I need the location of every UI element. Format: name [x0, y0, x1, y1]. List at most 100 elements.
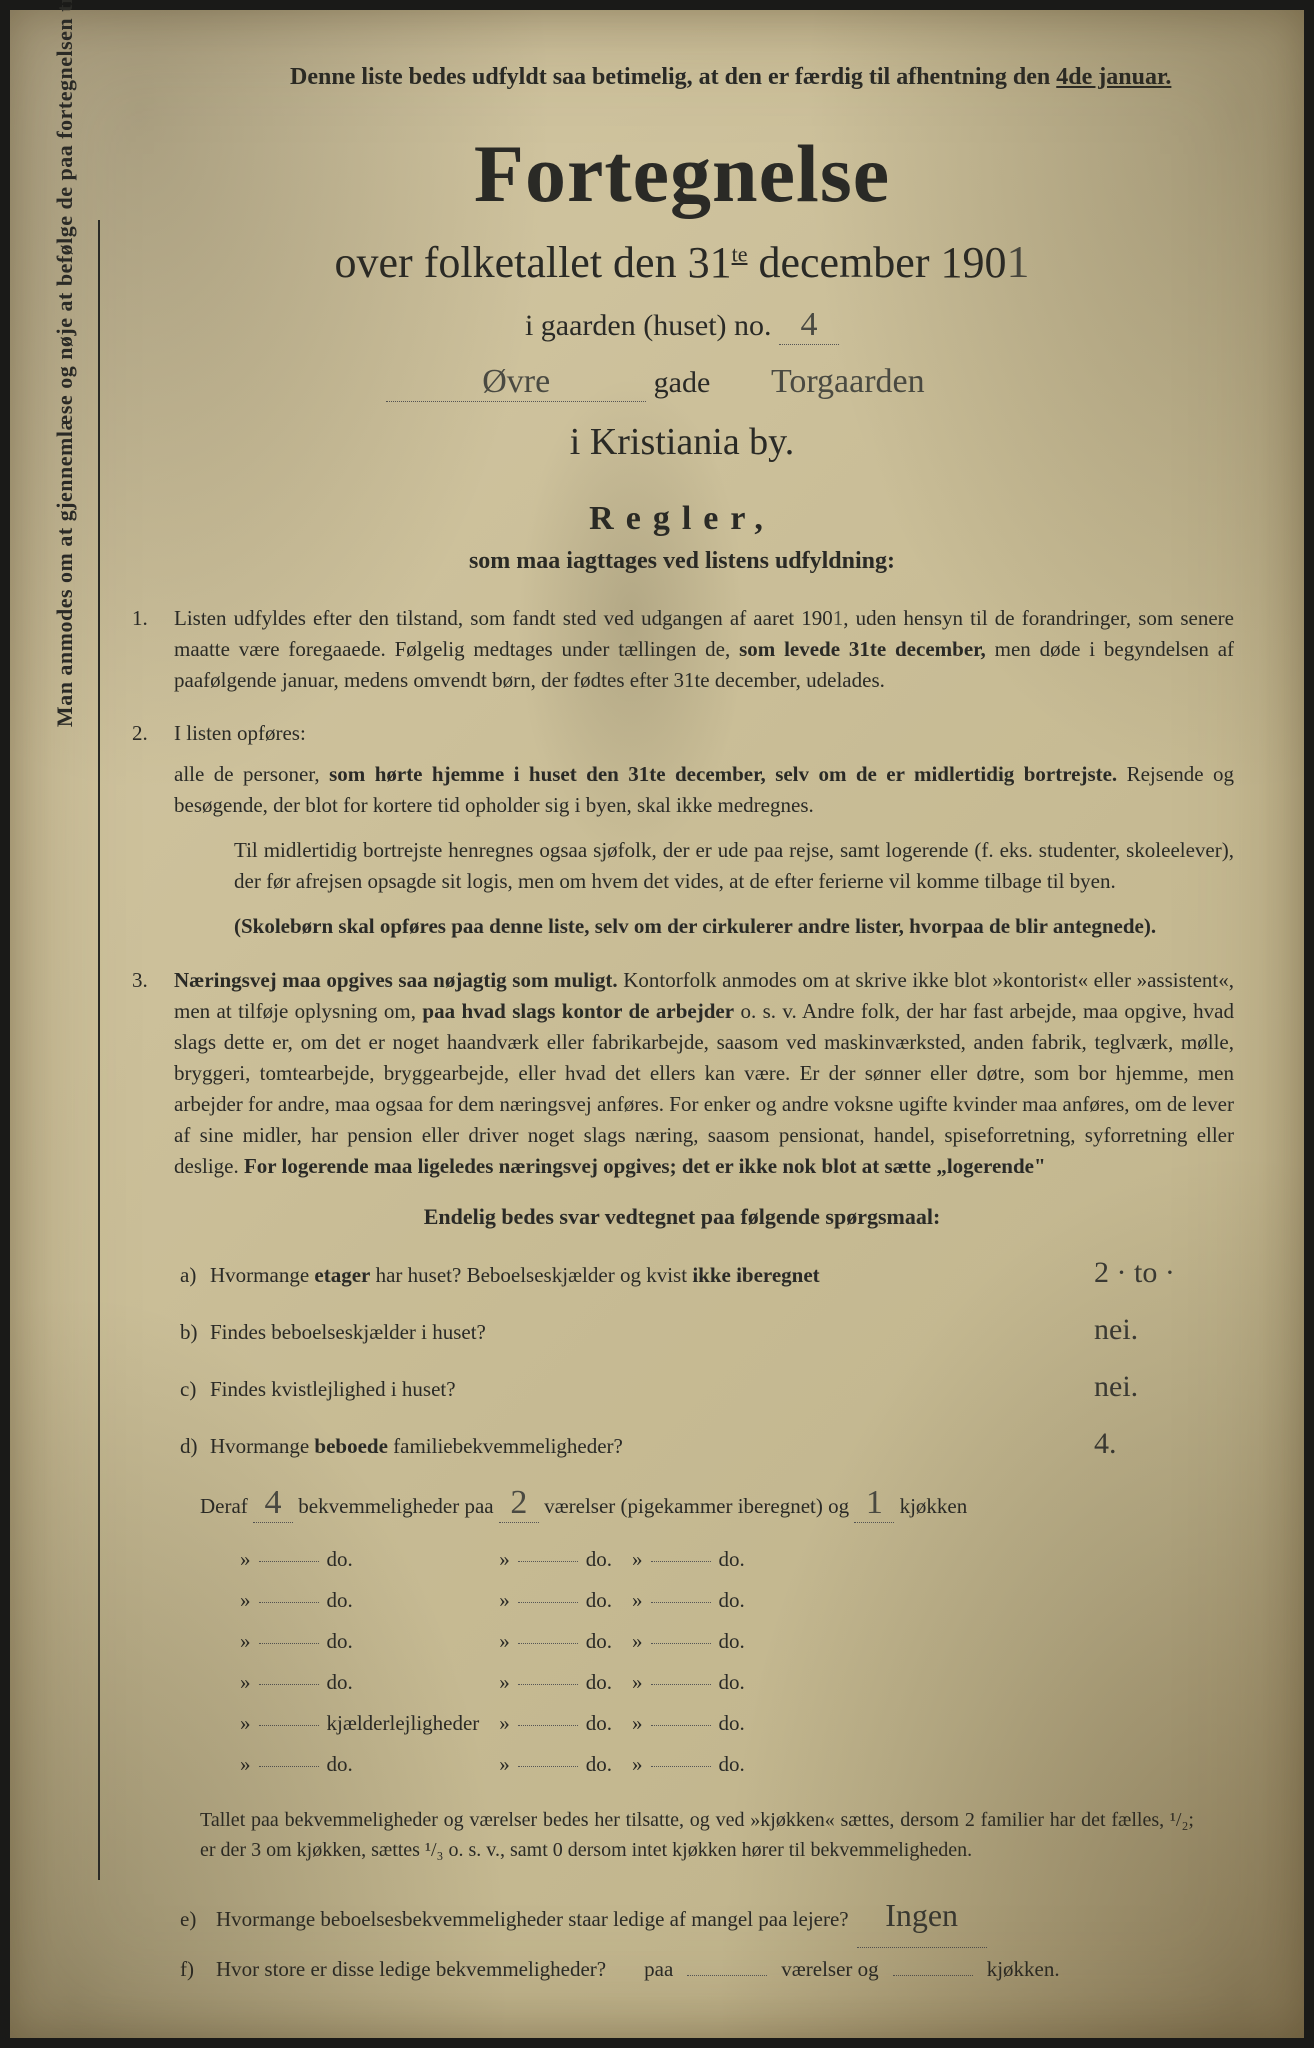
do-cell: »do.: [240, 1539, 499, 1580]
question-c: c) Findes kvistlejlighed i huset? nei.: [180, 1358, 1234, 1415]
do-cell: »do.: [632, 1580, 765, 1621]
rule-3-bold-b: paa hvad slags kontor de arbejder: [422, 999, 734, 1023]
do-table: »do.»do.»do.»do.»do.»do.»do.»do.»do.»do.…: [240, 1539, 765, 1785]
rule-1-text-a: Listen udfyldes efter den tilstand, som …: [174, 606, 833, 630]
year-handwritten: 1: [1006, 236, 1029, 287]
rule-2-text-a: I listen opføres:: [174, 721, 306, 745]
question-e: e) Hvormange beboelsesbekvemmeligheder s…: [180, 1883, 1234, 1948]
house-number-value: 4: [779, 306, 839, 345]
top-note-deadline: 4de januar.: [1056, 64, 1171, 90]
qc-text: Findes kvistlejlighed i huset?: [210, 1370, 1084, 1410]
rule-2-b-bold: som hørte hjemme i huset den 31te decemb…: [329, 762, 1117, 786]
deraf-mid2: værelser (pigekammer iberegnet) og: [544, 1494, 849, 1518]
question-d: d) Hvormange beboede familiebekvemmeligh…: [180, 1415, 1234, 1472]
qd-text: Hvormange beboede familiebekvemmelighede…: [210, 1427, 1084, 1467]
table-row: »do.»do.»do.: [240, 1621, 765, 1662]
qa-a-pre: Hvormange: [210, 1263, 314, 1287]
rule-2-para-c: Til midlertidig bortrejste henregnes ogs…: [234, 835, 1234, 897]
vertical-rule: [98, 220, 100, 1880]
top-deadline-note: Denne liste bedes udfyldt saa betimelig,…: [290, 60, 1174, 95]
qa-answer: 2 · to ·: [1084, 1244, 1234, 1301]
do-cell: »do.: [240, 1662, 499, 1703]
deraf-v3: 1: [854, 1484, 894, 1523]
qb-label: b): [180, 1313, 210, 1353]
qd-label: d): [180, 1427, 210, 1467]
subtitle-ordinal: te: [732, 241, 748, 266]
subtitle-prefix: over folketallet den 31: [335, 238, 732, 287]
table-row: »do.»do.»do.: [240, 1580, 765, 1621]
qf-mid2: værelser og: [781, 1948, 878, 1990]
deraf-v1: 4: [253, 1484, 293, 1523]
rule-1-year: 1: [833, 606, 844, 630]
do-cell: »do.: [499, 1539, 632, 1580]
qe-text: Hvormange beboelsesbekvemmeligheder staa…: [216, 1898, 849, 1940]
qe-answer: Ingen: [857, 1883, 987, 1948]
vertical-margin-note: Man anmodes om at gjennemlæse og nøje at…: [52, 0, 78, 1040]
document-page: Man anmodes om at gjennemlæse og nøje at…: [10, 10, 1304, 2038]
subtitle-month: december 190: [747, 238, 1006, 287]
rule-2-para-b: alle de personer, som hørte hjemme i hus…: [174, 759, 1234, 821]
rule-2: 2. I listen opføres: alle de personer, s…: [158, 718, 1234, 942]
do-cell: »do.: [632, 1621, 765, 1662]
footnote: Tallet paa bekvemmeligheder og værelser …: [200, 1805, 1194, 1865]
top-note-text: Denne liste bedes udfyldt saa betimelig,…: [290, 64, 1056, 90]
qf-label: f): [180, 1948, 208, 1990]
qf-text: Hvor store er disse ledige bekvemmelighe…: [216, 1948, 606, 1990]
qa-a-bold: etager: [314, 1263, 370, 1287]
do-cell: »do.: [632, 1662, 765, 1703]
rules-list: 1. Listen udfyldes efter den tilstand, s…: [130, 603, 1234, 1182]
qd-answer: 4.: [1084, 1415, 1234, 1472]
rules-heading: Regler,: [130, 500, 1234, 538]
qa-text: Hvormange etager har huset? Beboelseskjæ…: [210, 1256, 1084, 1296]
do-cell: »do.: [499, 1662, 632, 1703]
main-title: Fortegnelse: [130, 127, 1234, 221]
qa-a-post: har huset? Beboelseskjælder og kvist: [370, 1263, 692, 1287]
rule-1-num: 1.: [132, 603, 148, 634]
street-right-value: Torgaarden: [718, 363, 978, 401]
rule-2-para-d: (Skolebørn skal opføres paa denne liste,…: [234, 911, 1234, 942]
do-cell: »do.: [240, 1580, 499, 1621]
deraf-row: Deraf 4 bekvemmeligheder paa 2 værelser …: [200, 1484, 1234, 1523]
deraf-mid1: bekvemmeligheder paa: [298, 1494, 493, 1518]
qa-label: a): [180, 1256, 210, 1296]
final-questions-heading: Endelig bedes svar vedtegnet paa følgend…: [130, 1204, 1234, 1230]
do-cell: »do.: [499, 1621, 632, 1662]
do-cell: »do.: [632, 1703, 765, 1744]
do-cell: »kjælderlejligheder: [240, 1703, 499, 1744]
do-cell: »do.: [632, 1744, 765, 1785]
qe-label: e): [180, 1898, 208, 1940]
do-cell: »do.: [632, 1539, 765, 1580]
do-cell: »do.: [499, 1744, 632, 1785]
house-number-row: i gaarden (huset) no. 4: [130, 306, 1234, 345]
qf-mid1: paa: [644, 1948, 673, 1990]
subtitle: over folketallet den 31te december 1901: [130, 235, 1234, 288]
deraf-prefix: Deraf: [200, 1494, 248, 1518]
rules-subheading: som maa iagttages ved listens udfyldning…: [130, 548, 1234, 575]
question-b: b) Findes beboelseskjælder i huset? nei.: [180, 1301, 1234, 1358]
do-cell: »do.: [240, 1621, 499, 1662]
qc-answer: nei.: [1084, 1358, 1234, 1415]
rule-1-bold: som levede 31te december,: [739, 637, 986, 661]
qb-text: Findes beboelseskjælder i huset?: [210, 1313, 1084, 1353]
qd-post: familiebekvemmeligheder?: [388, 1434, 623, 1458]
qd-bold: beboede: [314, 1434, 388, 1458]
do-table-body: »do.»do.»do.»do.»do.»do.»do.»do.»do.»do.…: [240, 1539, 765, 1785]
rule-3-text-b: o. s. v. Andre folk, der har fast arbejd…: [174, 999, 1234, 1178]
deraf-v2: 2: [499, 1484, 539, 1523]
do-cell: »do.: [240, 1744, 499, 1785]
rule-1: 1. Listen udfyldes efter den tilstand, s…: [158, 603, 1234, 696]
deraf-tail: kjøkken: [900, 1494, 968, 1518]
qf-blank1: [687, 1975, 767, 1976]
question-a: a) Hvormange etager har huset? Beboelses…: [180, 1244, 1234, 1301]
qa-a-bold2: ikke iberegnet: [692, 1263, 819, 1287]
table-row: »do.»do.»do.: [240, 1662, 765, 1703]
street-row: Øvre gade Torgaarden: [130, 363, 1234, 402]
rule-3: 3. Næringsvej maa opgives saa nøjagtig s…: [158, 965, 1234, 1183]
questions-block: a) Hvormange etager har huset? Beboelses…: [180, 1244, 1234, 1472]
table-row: »kjælderlejligheder»do.»do.: [240, 1703, 765, 1744]
rule-3-num: 3.: [132, 965, 148, 996]
qf-blank2: [893, 1975, 973, 1976]
rule-2-num: 2.: [132, 718, 148, 749]
do-cell: »do.: [499, 1580, 632, 1621]
qb-answer: nei.: [1084, 1301, 1234, 1358]
